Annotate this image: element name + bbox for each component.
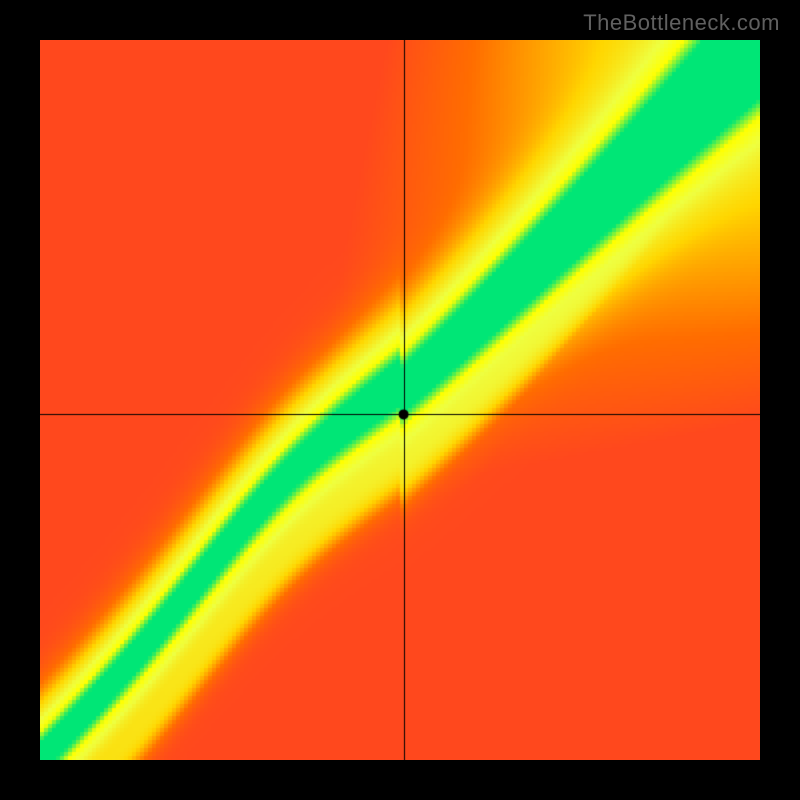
watermark-text: TheBottleneck.com [583, 10, 780, 36]
bottleneck-heatmap [40, 40, 760, 760]
chart-container: TheBottleneck.com [0, 0, 800, 800]
